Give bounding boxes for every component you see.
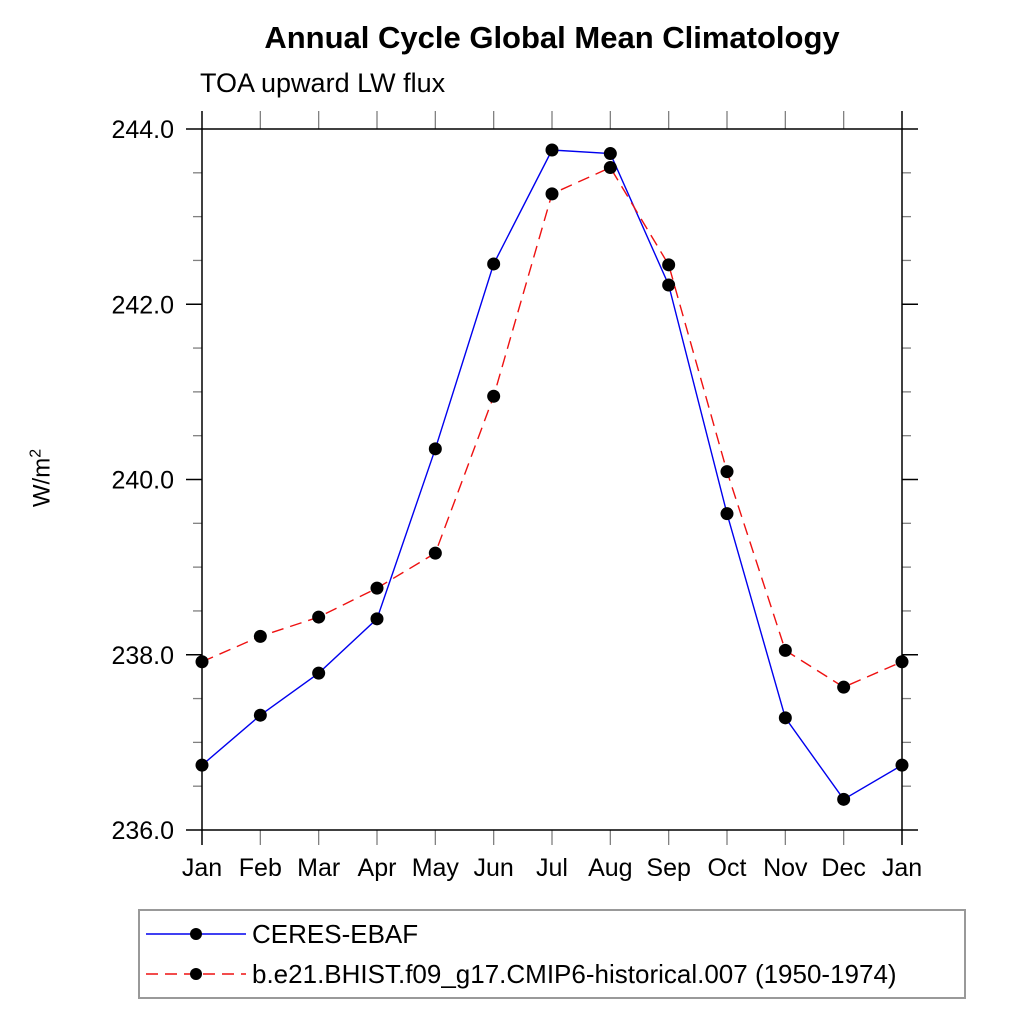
x-tick-label: Nov: [763, 854, 808, 882]
data-point-series-0: [545, 143, 559, 157]
x-tick-label: Aug: [588, 854, 632, 882]
data-point-series-1: [895, 655, 909, 669]
data-point-series-0: [720, 507, 734, 521]
data-point-series-1: [487, 389, 501, 403]
legend-sample-marker: [190, 928, 202, 940]
data-point-series-0: [312, 666, 326, 680]
data-point-series-0: [895, 758, 909, 772]
x-tick-label: Oct: [708, 854, 747, 882]
data-point-series-0: [428, 442, 442, 456]
data-point-series-0: [778, 711, 792, 725]
y-tick-label: 242.0: [111, 291, 174, 319]
x-tick-label: Mar: [297, 854, 340, 882]
data-point-series-0: [662, 278, 676, 292]
x-tick-label: Apr: [358, 854, 397, 882]
data-point-series-0: [253, 708, 267, 722]
legend-label-observation: CERES-EBAF: [252, 918, 419, 949]
data-point-series-1: [253, 629, 267, 643]
x-tick-label: Jan: [182, 854, 222, 882]
y-tick-label: 238.0: [111, 642, 174, 670]
data-point-series-1: [720, 465, 734, 479]
x-tick-label: Jul: [536, 854, 568, 882]
chart-title: Annual Cycle Global Mean Climatology: [264, 20, 840, 55]
legend: CERES-EBAF b.e21.BHIST.f09_g17.CMIP6-his…: [138, 909, 966, 999]
x-tick-label: Jun: [474, 854, 514, 882]
x-tick-label: Dec: [821, 854, 865, 882]
plot-box: [201, 128, 903, 831]
data-point-series-1: [195, 655, 209, 669]
x-tick-label: May: [412, 854, 460, 882]
data-point-series-0: [837, 792, 851, 806]
series-line-1: [201, 166, 903, 688]
data-point-series-0: [603, 147, 617, 161]
legend-solid-line-sample: [146, 928, 246, 940]
x-tick-label: Sep: [646, 854, 690, 882]
data-point-series-1: [312, 610, 326, 624]
data-point-series-1: [603, 161, 617, 175]
x-tick-label: Jan: [882, 854, 922, 882]
series-line-0: [201, 149, 903, 801]
x-tick-label: Feb: [239, 854, 282, 882]
legend-item-observation: CERES-EBAF: [144, 918, 964, 950]
data-point-series-0: [195, 758, 209, 772]
data-point-series-0: [370, 612, 384, 626]
legend-dashed-line-sample: [146, 968, 246, 980]
data-point-series-1: [428, 546, 442, 560]
legend-item-model: b.e21.BHIST.f09_g17.CMIP6-historical.007…: [144, 958, 964, 990]
legend-label-model: b.e21.BHIST.f09_g17.CMIP6-historical.007…: [252, 958, 897, 989]
data-point-series-1: [662, 258, 676, 272]
legend-sample-marker: [190, 968, 202, 980]
chart-subtitle: TOA upward LW flux: [200, 68, 446, 98]
y-tick-label: 240.0: [111, 467, 174, 495]
data-point-series-0: [487, 257, 501, 271]
data-point-series-1: [545, 187, 559, 201]
data-point-series-1: [837, 680, 851, 694]
y-tick-label: 236.0: [111, 817, 174, 845]
data-point-series-1: [370, 581, 384, 595]
y-tick-label: 244.0: [111, 116, 174, 144]
data-point-series-1: [778, 643, 792, 657]
